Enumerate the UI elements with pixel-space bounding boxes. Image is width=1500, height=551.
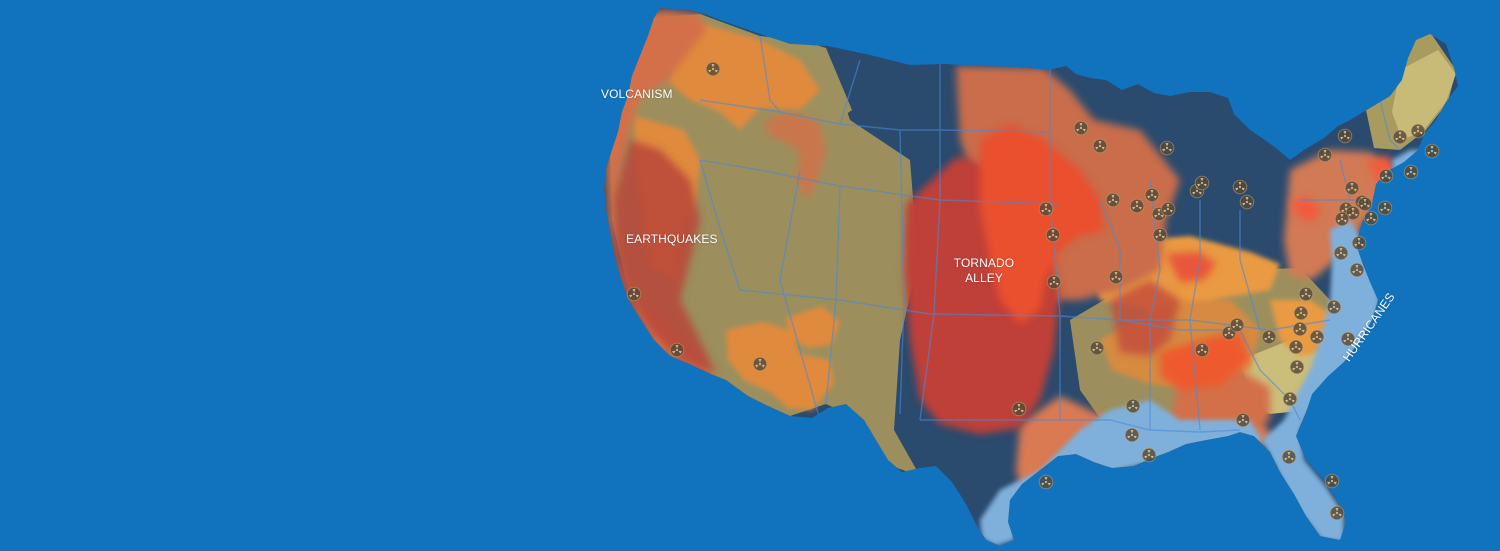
zone-hurricane-blue-gulf	[980, 400, 1262, 546]
radiation-icon	[1124, 427, 1140, 443]
zone-bright-red-pa	[1290, 198, 1322, 222]
label-tornado-alley: TORNADO ALLEY	[947, 256, 1021, 286]
radiation-icon	[1403, 164, 1419, 180]
radiation-icon	[1125, 398, 1141, 414]
label-tornado-line1: TORNADO	[953, 256, 1015, 270]
radiation-icon	[1378, 168, 1394, 184]
zone-bright-red-tornado-core	[980, 124, 1104, 324]
zone-orange-southwest	[726, 322, 834, 410]
radiation-icon	[1129, 198, 1145, 214]
radiation-icon	[1011, 401, 1027, 417]
radiation-icon	[1392, 129, 1408, 145]
radiation-icon	[1038, 474, 1054, 490]
zone-red-california	[614, 140, 716, 374]
radiation-icon	[1357, 196, 1373, 212]
radiation-icon	[1333, 245, 1349, 261]
label-tornado-line2: ALLEY	[965, 271, 1003, 285]
radiation-icon	[1309, 329, 1325, 345]
radiation-icon	[1194, 342, 1210, 358]
radiation-icon	[669, 342, 685, 358]
zone-orange-northwest	[668, 20, 820, 130]
radiation-icon	[1344, 180, 1360, 196]
radiation-icon	[1038, 201, 1054, 217]
radiation-icon	[1292, 321, 1308, 337]
radiation-icon	[1351, 235, 1367, 251]
radiation-icon	[1298, 286, 1314, 302]
radiation-icon	[1232, 179, 1248, 195]
radiation-icon	[1293, 305, 1309, 321]
zone-coral-idaho	[764, 112, 826, 200]
radiation-icon	[1326, 299, 1342, 315]
label-volcanism: VOLCANISM	[601, 87, 673, 101]
radiation-icon	[626, 286, 642, 302]
radiation-icon	[1363, 210, 1379, 226]
zone-khaki-west	[610, 14, 920, 476]
radiation-icon	[1160, 201, 1176, 217]
radiation-icon	[1282, 391, 1298, 407]
radiation-icon	[1289, 359, 1305, 375]
radiation-icon	[1317, 147, 1333, 163]
label-earthquakes: EARTHQUAKES	[626, 232, 718, 246]
radiation-icon	[1410, 123, 1426, 139]
radiation-icon	[1108, 269, 1124, 285]
radiation-icon	[1089, 340, 1105, 356]
radiation-icon	[1261, 329, 1277, 345]
radiation-icon	[1235, 412, 1251, 428]
radiation-icon	[1288, 339, 1304, 355]
us-land	[604, 8, 1458, 546]
radiation-icon	[1329, 505, 1345, 521]
zone-bright-red-southeast	[1160, 330, 1250, 390]
radiation-icon	[1045, 227, 1061, 243]
radiation-icon	[1229, 317, 1245, 333]
radiation-icon	[1334, 211, 1350, 227]
radiation-icon	[1349, 262, 1365, 278]
zone-red-south-appalachia	[1110, 280, 1180, 356]
radiation-icon	[705, 61, 721, 77]
zone-bright-red-ohio	[1166, 252, 1216, 282]
radiation-icon	[1144, 187, 1160, 203]
radiation-icon	[1105, 192, 1121, 208]
radiation-icon	[1324, 473, 1340, 489]
radiation-icon	[1424, 143, 1440, 159]
radiation-icon	[752, 356, 768, 372]
radiation-icon	[1239, 194, 1255, 210]
radiation-icon	[1159, 140, 1175, 156]
radiation-icon	[1194, 175, 1210, 191]
zone-orange-southwest-small	[786, 306, 840, 348]
radiation-icon	[1046, 274, 1062, 290]
radiation-icon	[1377, 200, 1393, 216]
zone-coral-pacific-coast	[606, 10, 720, 380]
zone-pale-yellow-northeast	[1392, 50, 1456, 140]
radiation-icon	[1092, 138, 1108, 154]
radiation-icon	[1152, 227, 1168, 243]
radiation-icon	[1281, 449, 1297, 465]
radiation-icon	[1141, 447, 1157, 463]
radiation-icon	[1073, 120, 1089, 136]
radiation-icon	[1337, 128, 1353, 144]
